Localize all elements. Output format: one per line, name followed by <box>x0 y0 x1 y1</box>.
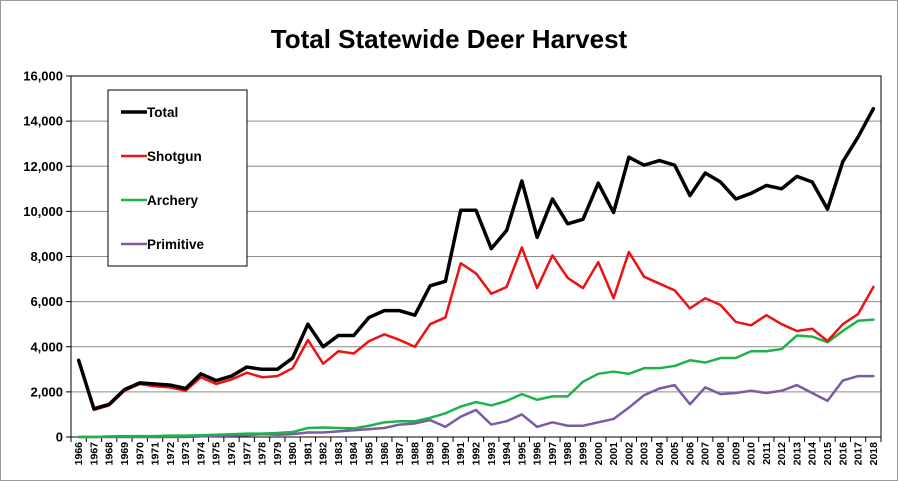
x-tick-label: 1980 <box>287 442 299 466</box>
chart-title: Total Statewide Deer Harvest <box>270 24 628 54</box>
x-tick-label: 2003 <box>639 442 651 466</box>
legend-label-archery: Archery <box>147 193 199 208</box>
x-tick-label: 1998 <box>562 442 574 466</box>
x-tick-label: 1996 <box>532 442 544 466</box>
x-tick-label: 1990 <box>440 442 452 466</box>
x-tick-label: 1978 <box>257 442 269 466</box>
legend-box <box>107 89 248 267</box>
y-tick-label: 10,000 <box>23 204 63 219</box>
x-tick-label: 1984 <box>348 442 360 466</box>
x-tick-label: 2008 <box>715 442 727 466</box>
x-tick-label: 1975 <box>211 442 223 466</box>
x-tick-label: 2010 <box>746 442 758 466</box>
x-tick-label: 2017 <box>853 442 865 466</box>
x-tick-label: 1982 <box>318 442 330 466</box>
x-tick-label: 2007 <box>700 442 712 466</box>
y-tick-label: 6,000 <box>30 294 63 309</box>
x-tick-label: 1970 <box>134 442 146 466</box>
legend-items: Total Shotgun Archery Primitive <box>121 105 205 252</box>
x-tick-label: 1971 <box>150 442 162 466</box>
legend-label-shotgun: Shotgun <box>147 149 202 164</box>
series-line-primitive <box>77 374 875 439</box>
x-tick-label: 2014 <box>807 442 819 466</box>
x-tick-label: 1972 <box>165 442 177 466</box>
x-tick-label: 1983 <box>333 442 345 466</box>
x-tick-label: 1966 <box>73 442 85 466</box>
x-tick-label: 1973 <box>180 442 192 466</box>
plot-area-border <box>70 75 882 438</box>
x-tick-label: 2002 <box>623 442 635 466</box>
x-tick-label: 2006 <box>684 442 696 466</box>
series-lines <box>76 106 876 439</box>
x-tick-label: 1976 <box>226 442 238 466</box>
x-tick-label: 2005 <box>669 442 681 466</box>
x-tick-label: 2011 <box>761 442 773 465</box>
x-tick-label: 1985 <box>364 442 376 466</box>
x-tick-label: 1991 <box>455 442 467 466</box>
x-tick-label: 1989 <box>425 442 437 466</box>
y-tick-label: 12,000 <box>23 159 63 174</box>
x-tick-label: 1987 <box>394 442 406 466</box>
x-tick-label: 1986 <box>379 442 391 466</box>
x-tick-label: 2015 <box>822 442 834 466</box>
series-line-archery <box>77 318 875 439</box>
x-tick-label: 1993 <box>486 442 498 466</box>
x-tick-label: 1967 <box>88 442 100 466</box>
legend-label-total: Total <box>147 105 178 120</box>
x-tick-label: 1968 <box>104 442 116 466</box>
x-tick-label: 1977 <box>241 442 253 466</box>
y-tick-label: 16,000 <box>23 69 63 84</box>
y-tick-label: 0 <box>56 430 63 445</box>
y-tick-label: 2,000 <box>30 384 63 399</box>
x-tick-label: 1995 <box>516 442 528 466</box>
x-tick-label: 2016 <box>837 442 849 466</box>
y-tick-label: 8,000 <box>30 249 63 264</box>
x-tick-label: 2001 <box>608 442 620 466</box>
x-tick-label: 1988 <box>409 442 421 466</box>
x-tick-label: 1994 <box>501 442 513 466</box>
x-tick-label: 1969 <box>119 442 131 466</box>
x-tick-label: 1981 <box>302 442 314 466</box>
x-tick-label: 1997 <box>547 442 559 466</box>
x-tick-label: 1974 <box>195 442 207 466</box>
series-line-shotgun <box>77 246 875 412</box>
legend-label-primitive: Primitive <box>147 237 205 252</box>
x-tick-label: 1999 <box>577 442 589 466</box>
x-tick-label: 1979 <box>272 442 284 466</box>
x-tick-label: 1992 <box>471 442 483 466</box>
legend: Total Shotgun Archery Primitive <box>107 89 248 267</box>
y-tick-label: 14,000 <box>23 114 63 129</box>
x-tick-label: 2013 <box>791 442 803 466</box>
series-line-total <box>76 106 876 411</box>
x-tick-label: 2018 <box>868 442 880 466</box>
x-tick-label: 2012 <box>776 442 788 466</box>
x-tick-label: 2004 <box>654 442 666 466</box>
x-tick-label: 2000 <box>593 442 605 466</box>
y-tick-label: 4,000 <box>30 339 63 354</box>
axes: 0 2,000 4,000 6,000 8,000 10,000 12,000 14,000 1… <box>23 69 882 466</box>
x-tick-label: 2009 <box>730 442 742 466</box>
